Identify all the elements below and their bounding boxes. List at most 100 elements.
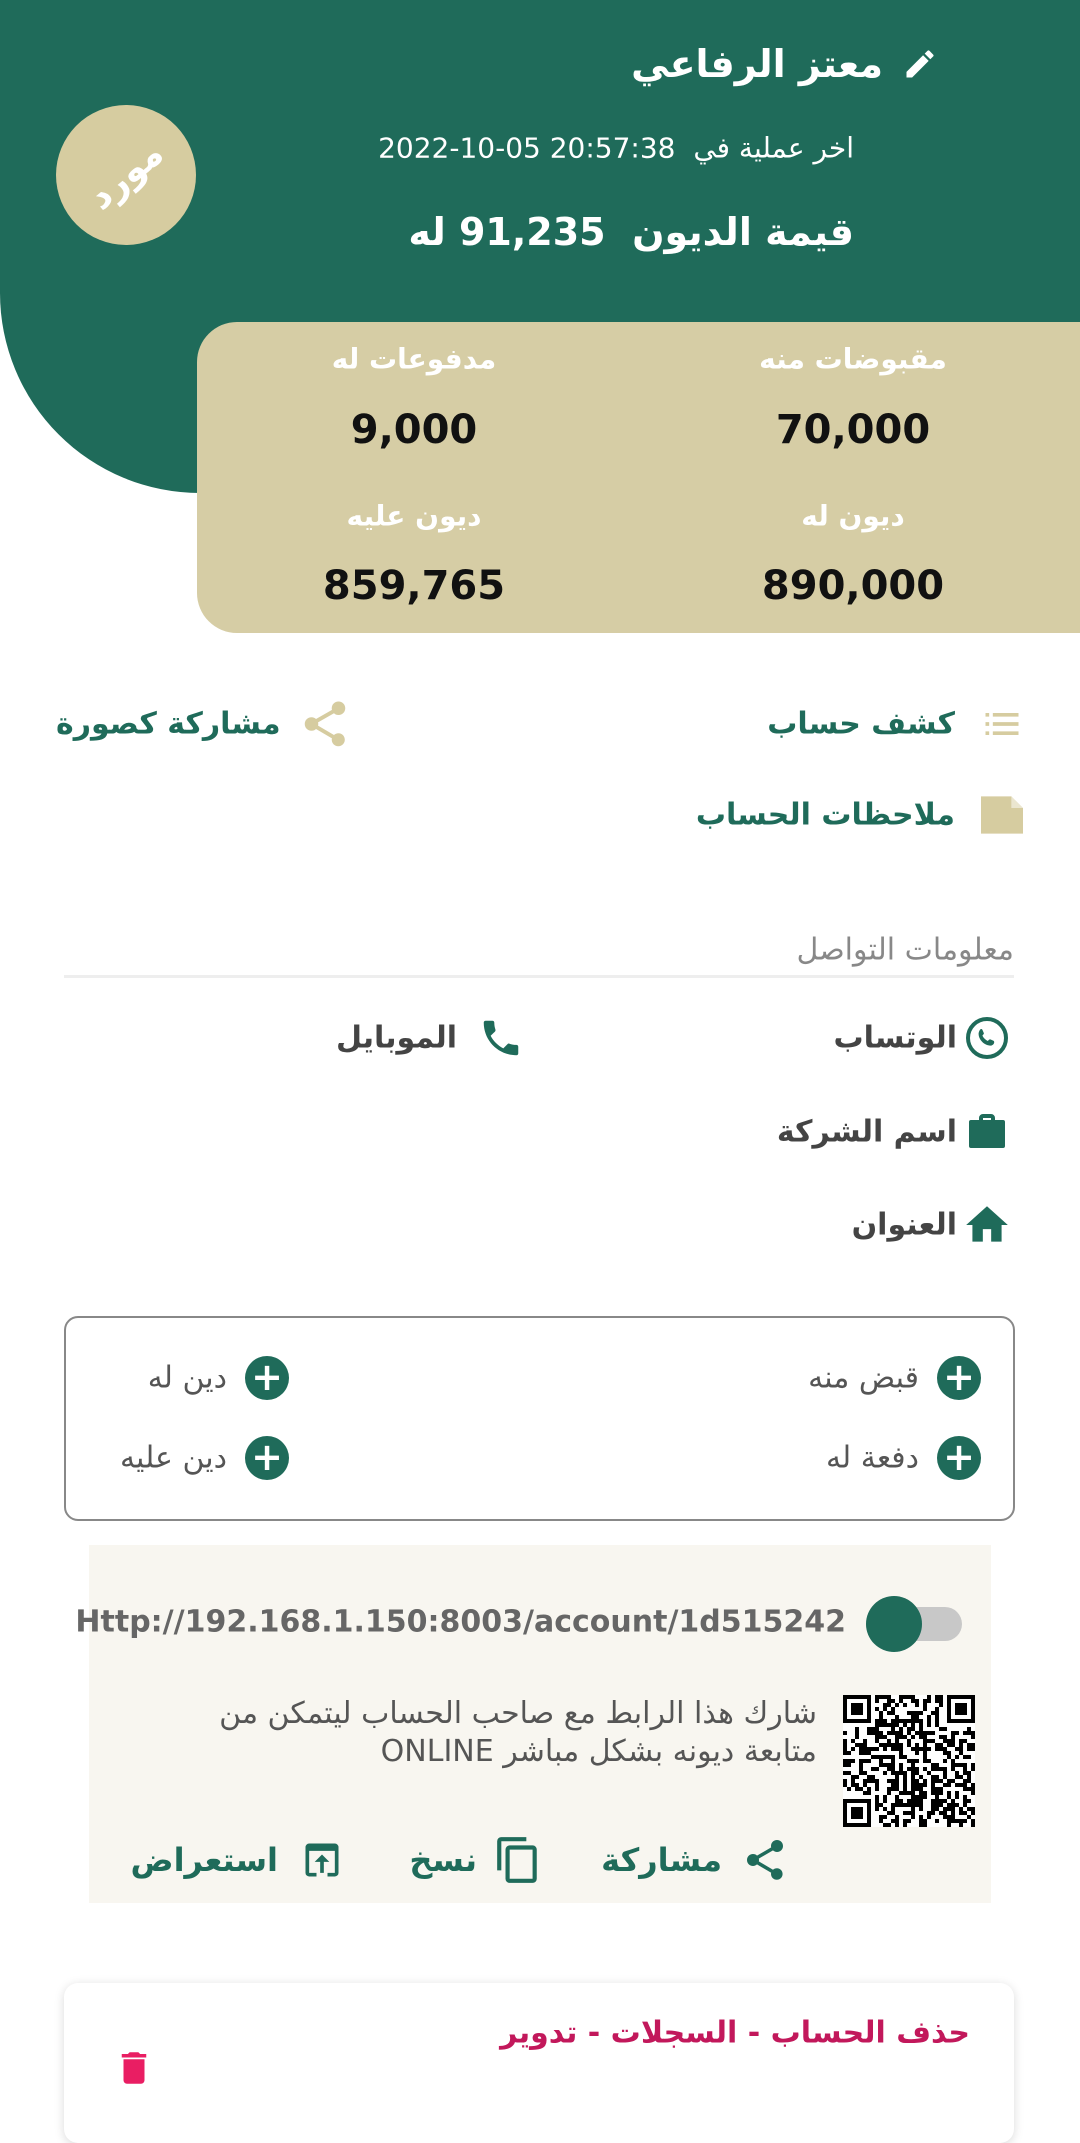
share-image-icon[interactable] (298, 697, 352, 751)
qr-cell (959, 1751, 963, 1755)
company-icon (969, 1114, 1005, 1148)
qr-cell (935, 1787, 939, 1791)
qr-cell (903, 1811, 907, 1815)
phone-icon[interactable] (478, 1015, 524, 1061)
share-image-link[interactable]: مشاركة كصورة (56, 706, 281, 742)
qr-cell (943, 1739, 947, 1743)
qr-cell (875, 1799, 879, 1803)
qr-cell (959, 1807, 963, 1811)
qr-cell (919, 1735, 923, 1739)
qr-cell (895, 1735, 899, 1739)
qr-cell (895, 1715, 899, 1719)
toggle[interactable] (866, 1596, 962, 1652)
qr-cell (895, 1719, 899, 1723)
delete-title: حذف الحساب - السجلات - تدوير (500, 2015, 970, 2051)
add-button[interactable]: دفعة له (825, 1440, 919, 1476)
qr-cell (903, 1791, 907, 1795)
qr-cell (855, 1731, 859, 1735)
add-icon[interactable]: + (245, 1436, 289, 1480)
link-url[interactable]: Http://192.168.1.150:8003/account/1d5152… (75, 1604, 846, 1640)
edit-icon[interactable] (902, 46, 938, 82)
qr-cell (907, 1743, 911, 1747)
stat-label: ديون له (801, 499, 905, 533)
whatsapp-icon[interactable] (963, 1014, 1011, 1062)
qr-cell (875, 1719, 879, 1723)
mobile[interactable]: الموبايل (335, 1020, 457, 1056)
notes-icon[interactable] (974, 787, 1030, 843)
qr-cell (911, 1735, 915, 1739)
qr-cell (923, 1759, 927, 1763)
qr-cell (847, 1759, 851, 1763)
badge: مورد (56, 105, 196, 245)
qr-cell (939, 1695, 943, 1699)
qr-cell (891, 1807, 895, 1811)
qr-cell (955, 1763, 959, 1767)
toggle-knob (866, 1596, 922, 1652)
delete-icon[interactable] (113, 2047, 155, 2089)
qr-cell (863, 1783, 867, 1787)
qr-cell (875, 1723, 879, 1727)
qr-cell (879, 1763, 883, 1767)
qr-cell (919, 1787, 923, 1791)
add-button[interactable]: دين له (147, 1360, 227, 1396)
qr-cell (851, 1759, 855, 1763)
qr-cell (903, 1775, 907, 1779)
debt-value: 91,235 له (408, 210, 606, 254)
qr-cell (959, 1763, 963, 1767)
add-icon[interactable]: + (937, 1436, 981, 1480)
qr-cell (883, 1815, 887, 1819)
qr-cell (959, 1811, 963, 1815)
qr-cell (935, 1747, 939, 1751)
qr-cell (931, 1731, 935, 1735)
qr-cell (931, 1711, 935, 1715)
whatsapp[interactable]: الوتساب (833, 1020, 957, 1056)
qr-cell (935, 1699, 939, 1703)
stat-value: 890,000 (761, 563, 945, 609)
qr-cell (907, 1767, 911, 1771)
qr-cell (927, 1771, 931, 1775)
buttons-box (64, 1316, 1015, 1521)
qr-cell (843, 1747, 847, 1751)
add-icon[interactable]: + (245, 1356, 289, 1400)
qr-cell (931, 1739, 935, 1743)
qr-cell (911, 1807, 915, 1811)
qr-cell (867, 1747, 871, 1751)
qr-cell (919, 1819, 923, 1823)
share-button[interactable]: مشاركة (601, 1841, 722, 1879)
notes-link[interactable]: ملاحظات الحساب (695, 797, 955, 833)
qr-cell (843, 1739, 847, 1743)
qr-cell (951, 1767, 955, 1771)
add-button[interactable]: دين عليه (119, 1440, 227, 1476)
qr-cell (939, 1699, 943, 1703)
qr-cell (903, 1735, 907, 1739)
qr-cell (911, 1787, 915, 1791)
view-button[interactable]: استعراض (130, 1841, 278, 1879)
stat-value: 70,000 (775, 407, 931, 453)
qr-cell (923, 1779, 927, 1783)
qr-cell (955, 1791, 959, 1795)
share-icon[interactable] (741, 1836, 789, 1884)
qr-cell (959, 1739, 963, 1743)
qr-cell (923, 1819, 927, 1823)
qr-cell (935, 1763, 939, 1767)
copy-button[interactable]: نسخ (409, 1841, 477, 1879)
qr-cell (947, 1815, 951, 1819)
qr-cell (899, 1735, 903, 1739)
add-icon[interactable]: + (937, 1356, 981, 1400)
statement-link[interactable]: كشف حساب (767, 706, 955, 742)
qr-cell (895, 1779, 899, 1783)
qr-cell (943, 1759, 947, 1763)
qr-cell (883, 1747, 887, 1751)
last-operation: 2022-10-05 20:57:38 اخر عملية في (378, 132, 854, 165)
qr-cell (935, 1707, 939, 1711)
qr-cell (883, 1703, 887, 1707)
qr-cell (959, 1783, 963, 1787)
add-button[interactable]: قبض منه (808, 1360, 919, 1396)
statement-icon[interactable] (980, 702, 1024, 746)
qr-cell (883, 1799, 887, 1803)
view-icon[interactable] (300, 1838, 344, 1882)
qr-cell (863, 1747, 867, 1751)
qr-cell (899, 1727, 903, 1731)
qr-cell (947, 1791, 951, 1795)
copy-icon[interactable] (493, 1835, 543, 1885)
